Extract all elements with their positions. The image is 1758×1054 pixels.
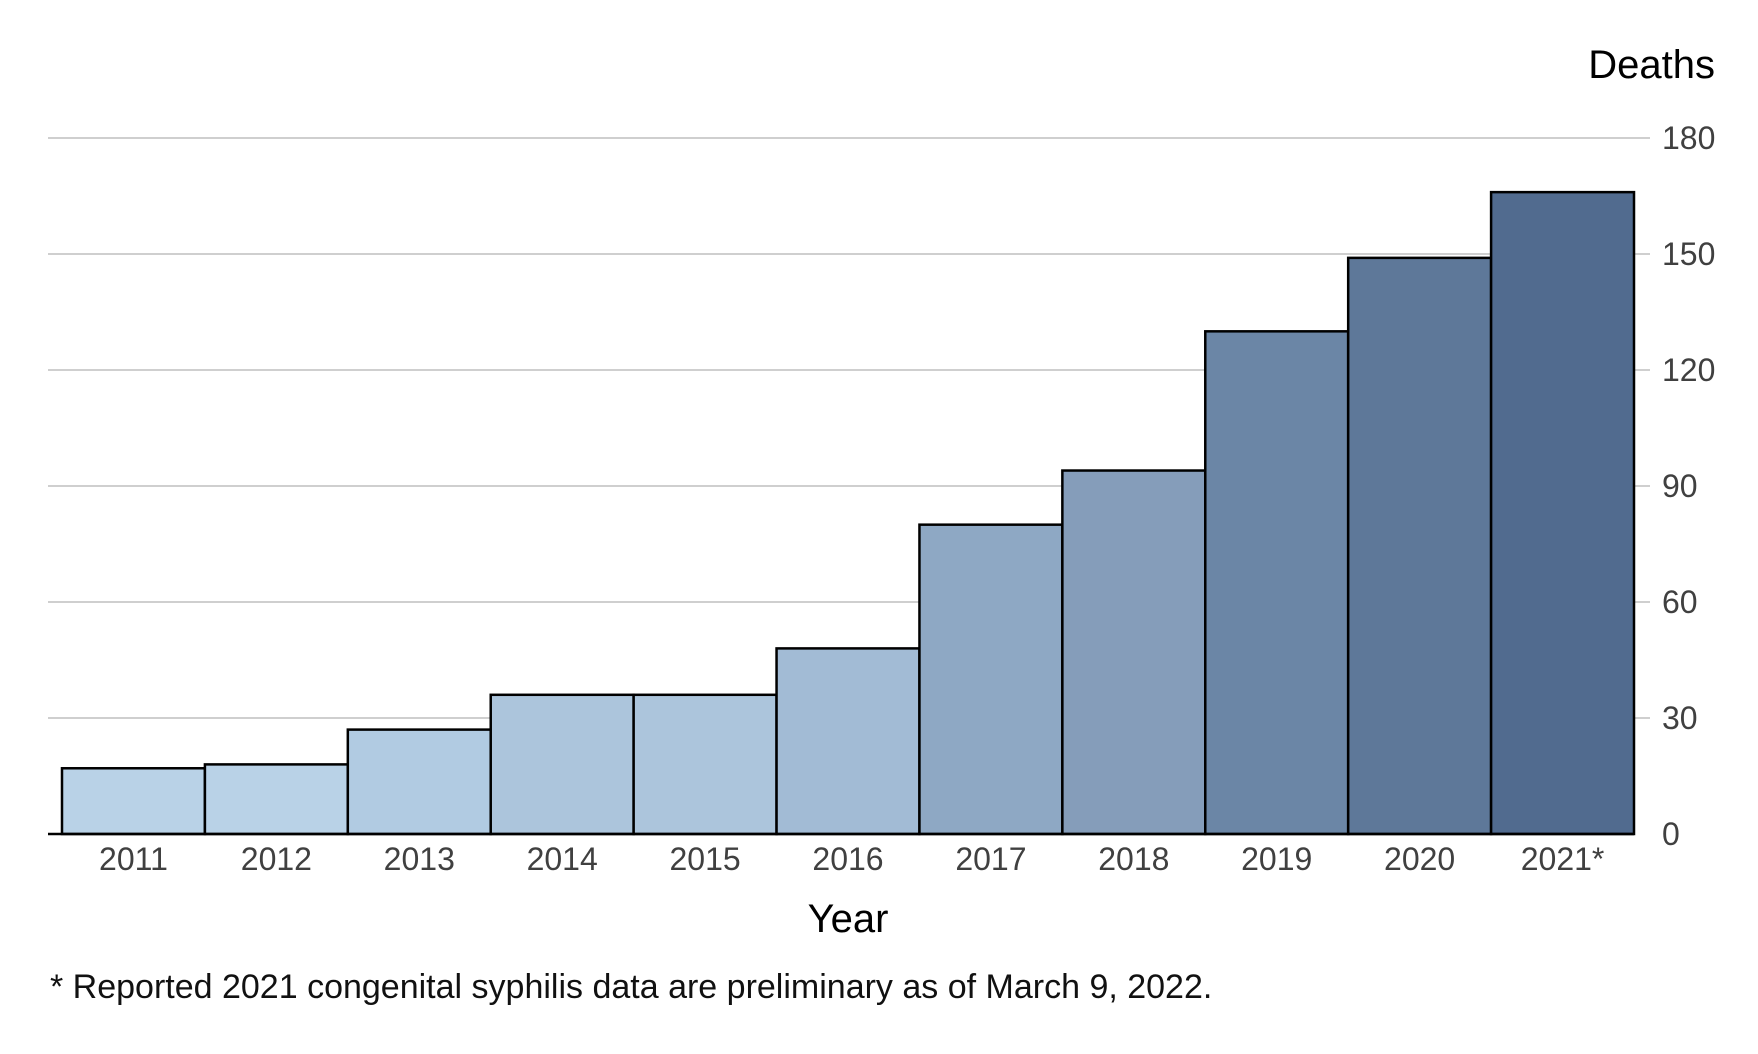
y-tick-label: 180 [1662, 120, 1715, 156]
x-tick-label: 2011 [99, 841, 168, 877]
bar-2013 [346, 728, 492, 836]
bar-2016 [775, 647, 921, 836]
y-axis-title: Deaths [1588, 43, 1715, 87]
bar-2018 [1061, 469, 1207, 836]
x-tick-label: 2015 [669, 841, 740, 877]
x-tick-label: 2019 [1241, 841, 1312, 877]
y-tick-label: 120 [1662, 352, 1715, 388]
y-tick-label: 0 [1662, 816, 1680, 852]
bar-2014 [489, 693, 635, 836]
y-tick-label: 30 [1662, 700, 1698, 736]
x-tick-label: 2014 [527, 841, 598, 877]
bar-2012 [203, 763, 350, 836]
x-tick-label: 2018 [1098, 841, 1169, 877]
bars [60, 190, 1636, 836]
bar-2015 [632, 693, 778, 836]
x-tick-labels: 2011 2012 2013 2014 2015 2016 2017 2018 2019 2020… [99, 841, 1604, 877]
x-tick-label: 2013 [384, 841, 455, 877]
bar-2019 [1204, 330, 1350, 836]
y-tick-label: 60 [1662, 584, 1698, 620]
footnote: * Reported 2021 congenital syphilis data… [50, 968, 1213, 1006]
y-tick-labels: 0 30 60 90 120 150 180 [1662, 120, 1715, 852]
bar-2017 [918, 523, 1064, 836]
x-tick-label: 2012 [241, 841, 312, 877]
x-tick-label: 2016 [812, 841, 883, 877]
bar-2011 [60, 767, 207, 836]
x-tick-label: 2020 [1384, 841, 1455, 877]
x-axis-title: Year [808, 897, 889, 941]
y-tick-label: 150 [1662, 236, 1715, 272]
bar-2020 [1346, 256, 1493, 836]
x-tick-label: 2017 [955, 841, 1026, 877]
bar-2021 [1489, 190, 1636, 836]
x-tick-label: 2021* [1521, 841, 1605, 877]
y-tick-label: 90 [1662, 468, 1698, 504]
